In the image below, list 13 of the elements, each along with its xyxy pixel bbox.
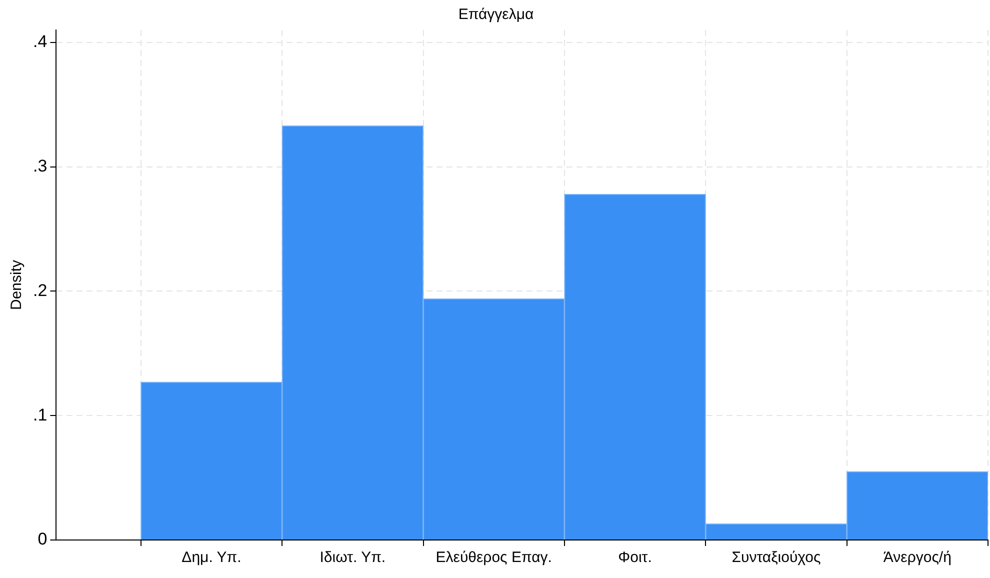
x-tick-label: Δημ. Υπ. (182, 549, 242, 566)
x-tick-label: Φοιτ. (618, 549, 652, 566)
y-tick-label: .4 (32, 32, 48, 52)
y-tick-label: .2 (32, 280, 48, 300)
y-axis-title: Density (8, 260, 26, 310)
x-tick-label: Ελεύθερος Επαγ. (436, 549, 552, 566)
chart-title: Επάγγελμα (458, 6, 534, 24)
y-tick-label: 0 (38, 530, 48, 549)
y-tick-label: .3 (32, 156, 48, 176)
x-tick-label: Συνταξιούχος (732, 549, 821, 566)
x-tick-label: Ιδιωτ. Υπ. (320, 549, 386, 566)
y-tick-label: .1 (32, 405, 48, 424)
x-tick-label: Άνεργος/ή (883, 549, 952, 566)
